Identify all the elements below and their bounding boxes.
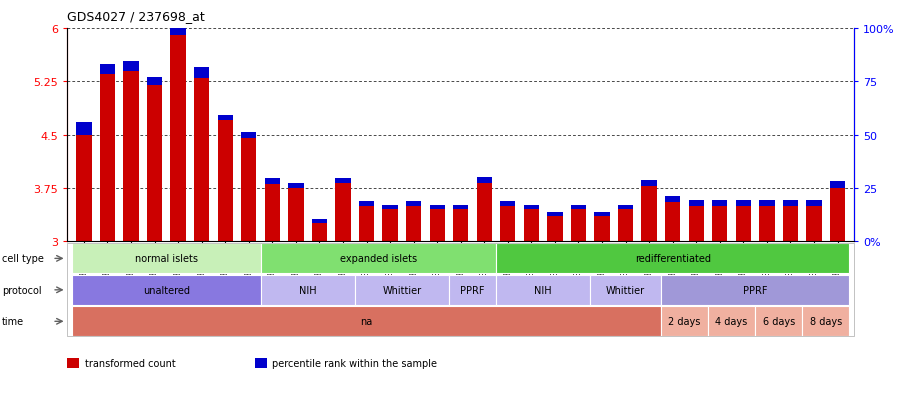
Text: redifferentiated: redifferentiated: [635, 254, 711, 264]
Bar: [547, 213, 563, 217]
Bar: [524, 205, 539, 210]
Text: NIH: NIH: [298, 285, 316, 295]
Bar: [665, 196, 681, 203]
Bar: [830, 182, 845, 188]
Bar: [735, 200, 751, 206]
Text: protocol: protocol: [2, 285, 41, 295]
Bar: [382, 210, 397, 242]
Text: Whittier: Whittier: [382, 285, 422, 295]
Bar: [382, 205, 397, 210]
Text: PPRF: PPRF: [460, 285, 485, 295]
Bar: [147, 78, 162, 85]
Bar: [712, 200, 727, 206]
Bar: [359, 206, 374, 242]
Text: expanded islets: expanded islets: [340, 254, 417, 264]
Bar: [312, 224, 327, 242]
Bar: [618, 210, 633, 242]
Bar: [476, 183, 492, 242]
Bar: [453, 210, 468, 242]
Text: 8 days: 8 days: [810, 316, 841, 327]
Bar: [359, 202, 374, 206]
Bar: [571, 210, 586, 242]
Text: NIH: NIH: [534, 285, 552, 295]
Text: 4 days: 4 days: [716, 316, 748, 327]
Bar: [806, 200, 822, 206]
Bar: [171, 28, 186, 36]
Bar: [123, 62, 138, 71]
Bar: [642, 180, 657, 186]
Bar: [430, 205, 445, 210]
Bar: [76, 123, 92, 135]
Bar: [500, 202, 515, 206]
Text: cell type: cell type: [2, 254, 44, 264]
Text: GDS4027 / 237698_at: GDS4027 / 237698_at: [67, 10, 205, 23]
Bar: [806, 206, 822, 242]
Text: PPRF: PPRF: [743, 285, 768, 295]
Bar: [665, 203, 681, 242]
Bar: [312, 220, 327, 224]
Bar: [594, 213, 610, 217]
Text: transformed count: transformed count: [85, 358, 175, 368]
Bar: [171, 36, 186, 242]
Bar: [264, 178, 280, 185]
Bar: [123, 71, 138, 242]
Bar: [453, 205, 468, 210]
Bar: [264, 185, 280, 242]
Bar: [547, 217, 563, 242]
Bar: [335, 183, 351, 242]
Text: 2 days: 2 days: [668, 316, 700, 327]
Bar: [618, 205, 633, 210]
Bar: [735, 206, 751, 242]
Bar: [760, 200, 775, 206]
Bar: [100, 64, 115, 75]
Text: time: time: [2, 316, 24, 327]
Bar: [689, 206, 704, 242]
Bar: [289, 183, 304, 188]
Bar: [218, 121, 233, 242]
Bar: [76, 135, 92, 242]
Bar: [430, 210, 445, 242]
Bar: [194, 68, 209, 78]
Bar: [642, 186, 657, 242]
Bar: [783, 200, 798, 206]
Bar: [783, 206, 798, 242]
Bar: [406, 206, 422, 242]
Text: Whittier: Whittier: [606, 285, 645, 295]
Bar: [100, 75, 115, 242]
Bar: [218, 116, 233, 121]
Bar: [289, 188, 304, 242]
Text: normal islets: normal islets: [135, 254, 198, 264]
Bar: [712, 206, 727, 242]
Bar: [571, 205, 586, 210]
Bar: [500, 206, 515, 242]
Bar: [241, 133, 256, 139]
Bar: [689, 200, 704, 206]
Text: 6 days: 6 days: [762, 316, 795, 327]
Bar: [241, 139, 256, 242]
Bar: [476, 178, 492, 183]
Text: percentile rank within the sample: percentile rank within the sample: [272, 358, 438, 368]
Bar: [594, 217, 610, 242]
Bar: [194, 78, 209, 242]
Bar: [335, 178, 351, 183]
Bar: [830, 188, 845, 242]
Bar: [524, 210, 539, 242]
Text: unaltered: unaltered: [143, 285, 190, 295]
Text: na: na: [360, 316, 373, 327]
Bar: [760, 206, 775, 242]
Bar: [406, 202, 422, 206]
Bar: [147, 85, 162, 242]
